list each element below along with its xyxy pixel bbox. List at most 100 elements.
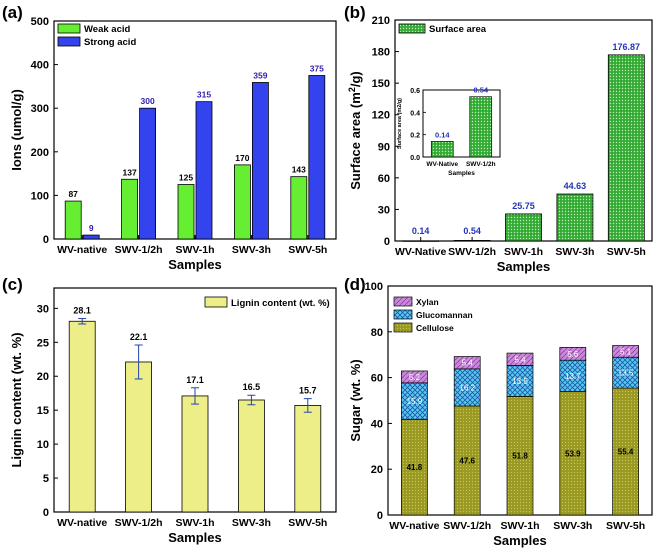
y-tick-label: 5 (43, 473, 49, 485)
legend-swatch (57, 36, 81, 47)
data-label: 375 (310, 64, 324, 74)
y-tick-label: 20 (371, 464, 383, 476)
x-axis-title: Samples (168, 257, 221, 272)
inset-y-tick-label: 0.0 (410, 155, 420, 162)
data-label: 0.14 (412, 226, 430, 236)
bar-lignin (237, 399, 265, 513)
y-tick-label: 0 (384, 236, 390, 248)
y-tick-label: 40 (371, 418, 383, 430)
legend-swatch (57, 23, 81, 34)
y-tick-label: 80 (371, 327, 383, 339)
x-axis-title: Samples (493, 533, 546, 548)
data-label: 0.54 (463, 226, 481, 236)
segment-label: 55.4 (618, 448, 634, 457)
data-label: 87 (68, 189, 78, 199)
data-label: 17.1 (186, 375, 204, 385)
bar-surface-area (453, 240, 491, 242)
y-axis-title-sup: 2 (347, 87, 357, 92)
y-tick-label: 210 (372, 15, 390, 27)
y-tick-label: 200 (31, 147, 49, 159)
legend-label: Lignin content (wt. %) (231, 298, 330, 309)
inset-y-tick-label: 0.6 (410, 88, 420, 95)
x-axis-title: Samples (168, 530, 221, 545)
bar-lignin (181, 395, 209, 513)
y-tick-label: 0 (43, 507, 49, 519)
x-tick-label: SWV-3h (553, 520, 592, 532)
segment-label: 5.4 (514, 355, 526, 364)
inset-y-tick-label: 0.4 (410, 110, 420, 117)
legend-swatch (393, 296, 413, 307)
x-tick-label: WV-native (389, 520, 439, 532)
bar-surface-area (556, 193, 594, 242)
x-tick-label: SWV-5h (288, 244, 327, 256)
inset-y-axis-title: Surface area (m2/g) (397, 98, 403, 149)
data-label: 137 (123, 167, 137, 177)
segment-label: 5.6 (567, 350, 579, 359)
y-axis-title-main: Surface area (m (348, 92, 363, 190)
x-tick-label: WV-Native (395, 246, 447, 258)
y-tick-label: 100 (365, 281, 383, 293)
segment-label: 15.9 (407, 397, 423, 406)
data-label: 170 (235, 153, 249, 163)
x-tick-label: SWV-5h (606, 520, 645, 532)
bar-weak-acid (290, 176, 308, 240)
x-tick-label: SWV-3h (232, 517, 271, 529)
y-axis-title: Surface area (m2/g) (347, 71, 363, 189)
legend-label: Cellulose (416, 323, 454, 333)
chart-c: 0 5 10 15 20 25 30 WV-native SWV-1/2h SWV-1h SWV-3… (9, 287, 337, 545)
bar-weak-acid (121, 178, 138, 240)
data-label: 15.7 (299, 386, 317, 396)
panel-label-c: (c) (2, 275, 23, 294)
x-tick-label: SWV-3h (555, 246, 594, 258)
segment-label: 13.5 (618, 369, 634, 378)
y-tick-label: 10 (37, 439, 49, 451)
x-tick-label: SWV-1/2h (443, 520, 491, 532)
chart-d: 0 20 40 60 80 100 WV-native SWV-1/2h SWV-1h SWV-3… (348, 281, 653, 548)
bar-segment-xylan (559, 347, 587, 361)
x-tick-label: SWV-1/2h (115, 517, 163, 529)
bar-segment-glucomannan (559, 359, 587, 392)
inset-data-label: 0.14 (435, 130, 450, 139)
bar-weak-acid (64, 200, 82, 240)
segment-label: 5.2 (409, 373, 421, 382)
y-tick-label: 30 (378, 204, 390, 216)
x-tick-label: SWV-3h (232, 244, 271, 256)
data-label: 143 (292, 165, 306, 175)
bar-segment-glucomannan (506, 365, 534, 397)
y-tick-label: 120 (372, 110, 390, 122)
segment-label: 16.2 (459, 383, 475, 392)
panel-label-d: (d) (344, 275, 366, 294)
segment-label: 13.5 (512, 377, 528, 386)
bar-segment-xylan (453, 356, 481, 370)
bar-strong-acid (195, 101, 213, 240)
data-label: 9 (89, 223, 94, 233)
y-tick-label: 60 (371, 373, 383, 385)
y-tick-label: 400 (31, 60, 49, 72)
inset-bar (469, 96, 493, 158)
y-tick-label: 300 (31, 103, 49, 115)
y-tick-label: 0 (377, 510, 383, 522)
bar-segment-glucomannan (612, 356, 639, 389)
x-tick-label: SWV-5h (607, 246, 646, 258)
data-label: 28.1 (73, 306, 91, 316)
data-label: 16.5 (243, 382, 261, 392)
x-tick-label: WV-native (57, 517, 107, 529)
bar-strong-acid (251, 82, 269, 240)
legend-label: Glucomannan (416, 310, 473, 320)
data-label: 300 (141, 96, 155, 106)
y-tick-label: 90 (378, 141, 390, 153)
bar-surface-area (505, 213, 542, 242)
bar-segment-cellulose (401, 418, 428, 516)
data-label: 22.1 (130, 332, 148, 342)
y-tick-label: 180 (372, 47, 390, 59)
y-tick-label: 0 (43, 234, 49, 246)
x-tick-label: SWV-1h (504, 246, 543, 258)
segment-label: 51.8 (512, 452, 528, 461)
bar-surface-area (607, 54, 645, 242)
x-tick-label: SWV-5h (288, 517, 327, 529)
bar-segment-xylan (506, 352, 534, 366)
bar-surface-area (402, 240, 440, 242)
segment-label: 5.1 (620, 347, 632, 356)
y-axis-title-tail: /g) (348, 71, 363, 87)
